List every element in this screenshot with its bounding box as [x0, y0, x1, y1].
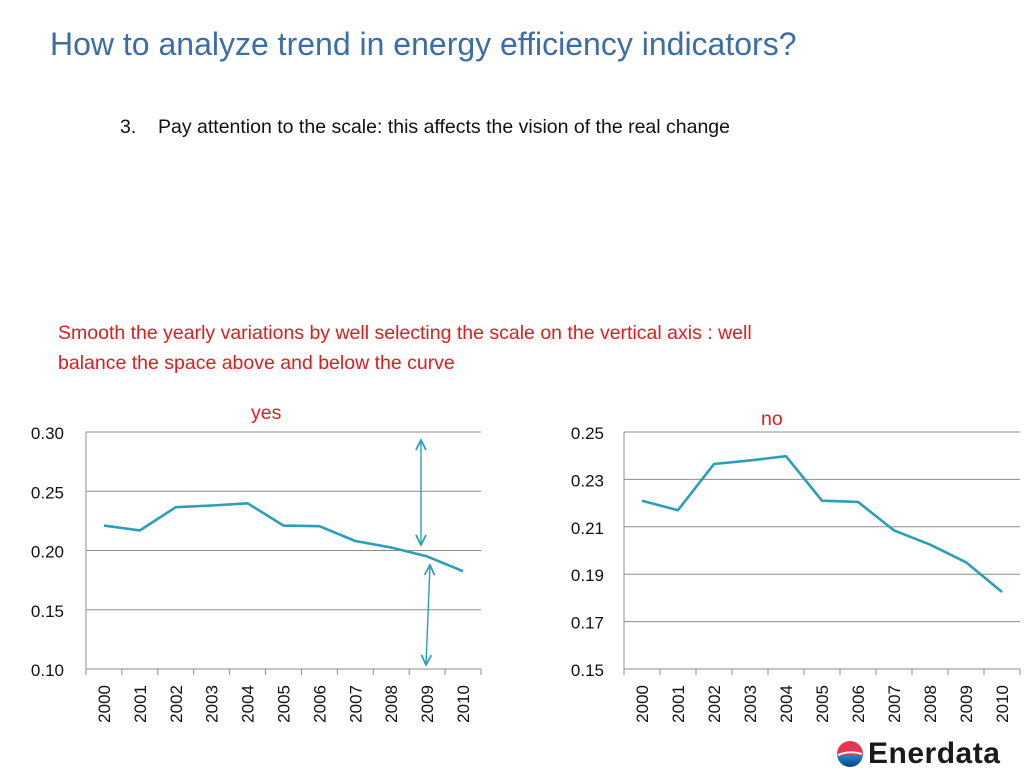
y-tick-label: 0.20: [31, 543, 64, 562]
x-tick-label: 2008: [921, 685, 940, 723]
x-tick-label: 2003: [741, 685, 760, 723]
y-tick-label: 0.25: [571, 424, 604, 443]
x-tick-label: 2010: [993, 685, 1012, 723]
series-line: [642, 456, 1002, 592]
logo-icon: [836, 740, 864, 768]
enerdata-logo: Enerdata: [836, 738, 1000, 770]
arrow-below-curve: [426, 565, 430, 665]
y-tick-label: 0.17: [571, 614, 604, 633]
x-tick-label: 2009: [957, 685, 976, 723]
y-tick-label: 0.15: [571, 661, 604, 680]
chart-no: 0.15 0.17 0.19 0.21 0.23 0.25 2000 2001 2002 2003…: [571, 424, 1020, 723]
x-tick-label: 2009: [418, 685, 437, 723]
chart-yes: 0.10 0.15 0.20 0.25 0.30 2000 2001 2002 2003 2004…: [31, 424, 481, 723]
x-tick-label: 2001: [669, 685, 688, 723]
x-tick-label: 2007: [885, 685, 904, 723]
logo-text: Enerdata: [868, 737, 1000, 771]
x-tick-label: 2002: [705, 685, 724, 723]
y-tick-label: 0.21: [571, 519, 604, 538]
series-line: [104, 503, 463, 571]
y-tick-label: 0.25: [31, 483, 64, 502]
x-tick-label: 2006: [849, 685, 868, 723]
x-tick-label: 2000: [633, 685, 652, 723]
x-tick-label: 2005: [813, 685, 832, 723]
y-tick-label: 0.19: [571, 566, 604, 585]
x-tick-label: 2008: [382, 685, 401, 723]
y-tick-label: 0.30: [31, 424, 64, 443]
x-tick-label: 2003: [203, 685, 222, 723]
x-tick-label: 2001: [131, 685, 150, 723]
x-tick-label: 2004: [239, 685, 258, 723]
x-tick-label: 2000: [95, 685, 114, 723]
x-tick-label: 2004: [777, 685, 796, 723]
x-tick-label: 2010: [454, 685, 473, 723]
scale-arrows: [421, 440, 430, 665]
y-tick-label: 0.15: [31, 602, 64, 621]
x-tick-label: 2006: [310, 685, 329, 723]
y-tick-label: 0.10: [31, 661, 64, 680]
x-tick-label: 2002: [167, 685, 186, 723]
y-tick-label: 0.23: [571, 471, 604, 490]
x-tick-label: 2007: [346, 685, 365, 723]
x-tick-label: 2005: [275, 685, 294, 723]
